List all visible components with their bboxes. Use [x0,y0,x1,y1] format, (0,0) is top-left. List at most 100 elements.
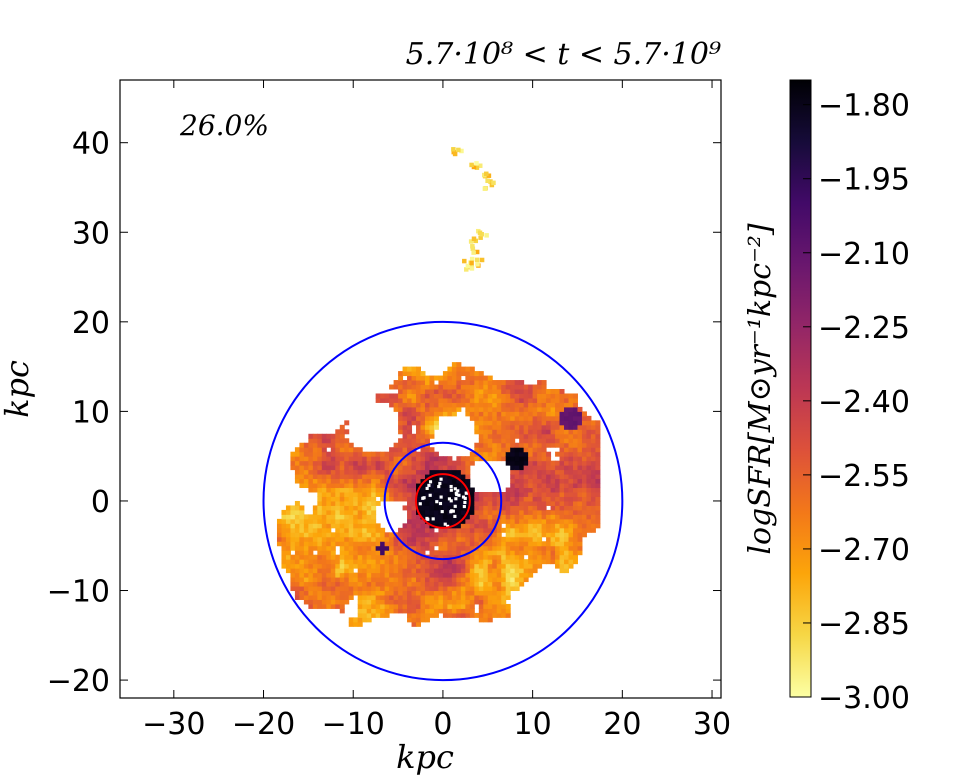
heatmap-cell [335,465,341,471]
circle-outer [262,320,624,682]
heatmap-cell [483,612,489,618]
heatmap-cell [532,442,538,448]
heatmap-cell [528,527,534,533]
heatmap-cell [420,518,426,524]
heatmap-cell [335,447,341,453]
heatmap-cell [402,474,408,480]
heatmap-cell [572,469,578,475]
heatmap-cell [541,442,547,448]
heatmap-cell [478,514,484,520]
heatmap-cell [371,559,377,565]
heatmap-cell [398,603,404,609]
heatmap-cell [407,514,413,520]
heatmap-cell [398,429,404,435]
heatmap-cell [357,559,363,565]
heatmap-cell [433,577,439,583]
heatmap-cell [581,496,587,502]
heatmap-cell [483,581,489,587]
x-tick-label: 20 [603,707,641,742]
heatmap-cell [393,460,399,466]
heatmap-cell [460,577,466,583]
heatmap-cell [595,523,601,529]
heatmap-cell [572,393,578,399]
heatmap-cell [492,500,498,506]
heatmap-cell [429,500,435,506]
heatmap-cell [447,389,453,394]
heatmap-cell [308,465,314,471]
heatmap-cell [537,384,543,390]
heatmap-cell [456,518,462,524]
heatmap-cell [541,397,547,403]
heatmap-cell [590,505,596,511]
heatmap-cell [559,438,565,444]
heatmap-cell [474,165,480,170]
heatmap-cell [326,590,332,596]
heatmap-cell [353,581,359,587]
heatmap-cell [595,442,601,448]
heatmap-cell [321,559,327,565]
heatmap-cell [326,500,332,506]
heatmap-cell [478,568,484,574]
heatmap-cell [478,599,484,605]
heatmap-cell [501,586,507,592]
heatmap-cell [568,478,574,484]
heatmap-cell [371,496,377,502]
heatmap-cell [393,456,399,462]
heatmap-cell [326,487,332,493]
heatmap-cell [330,500,336,506]
heatmap-cell [330,532,336,538]
heatmap-cell [447,393,453,399]
heatmap-cell [353,460,359,466]
heatmap-cell [433,375,439,381]
heatmap-cell [449,510,453,514]
heatmap-cell [317,541,323,547]
heatmap-cell [492,505,498,511]
heatmap-cell [339,536,345,542]
x-tick-label: −10 [322,707,385,742]
heatmap-cell [326,532,332,538]
heatmap-cell [308,514,314,520]
heatmap-cell [312,505,318,511]
heatmap-cell [528,447,534,453]
heatmap-cell [335,514,341,520]
heatmap-cell [469,514,475,520]
heatmap-cell [447,608,453,614]
heatmap-cell [483,568,489,574]
heatmap-cell [478,389,484,394]
heatmap-cell [433,523,439,529]
heatmap-cell [559,456,565,462]
heatmap-cell [384,496,390,502]
heatmap-cell [492,545,498,551]
heatmap-cell [523,474,529,480]
heatmap-cell [478,375,484,381]
heatmap-cell [348,581,354,587]
heatmap-cell [348,483,354,489]
heatmap-cell [496,505,502,511]
heatmap-cell [460,590,466,596]
heatmap-cell [429,451,435,457]
heatmap-cell [447,375,453,381]
heatmap-cell [492,550,498,556]
heatmap-cell [375,586,381,592]
heatmap-cell [447,595,453,600]
heatmap-cell [321,541,327,547]
heatmap-cell [590,478,596,484]
heatmap-cell [586,514,592,520]
heatmap-cell [438,375,444,381]
heatmap-cell [595,456,601,462]
heatmap-cell [398,420,404,426]
heatmap-cell [492,420,498,426]
heatmap-cell [407,581,413,587]
heatmap-cell [581,442,587,448]
heatmap-cell [550,411,556,417]
heatmap-cell [407,371,413,377]
heatmap-cell [478,371,484,377]
heatmap-cell [299,478,305,484]
heatmap-cell [581,415,587,421]
heatmap-cell [537,469,543,475]
heatmap-cell [456,545,462,551]
heatmap-cell [299,505,305,511]
heatmap-cell [532,554,538,560]
heatmap-cell [366,554,372,560]
heatmap-cell [478,447,484,453]
